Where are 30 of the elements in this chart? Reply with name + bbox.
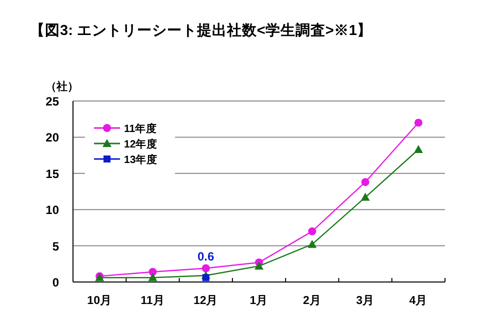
y-tick-label: 10 xyxy=(46,203,60,218)
point xyxy=(308,240,317,248)
y-tick-label: 0 xyxy=(52,276,60,290)
y-tick-label: 25 xyxy=(46,94,60,108)
x-tick-label: 1月 xyxy=(250,294,268,307)
point xyxy=(414,145,423,154)
x-tick-label: 10月 xyxy=(87,294,112,307)
legend-label: 12年度 xyxy=(124,138,158,150)
point xyxy=(148,273,158,282)
x-tick-label: 4月 xyxy=(409,294,428,307)
x-tick-label: 3月 xyxy=(356,294,374,307)
legend-label: 11年度 xyxy=(124,122,158,135)
point xyxy=(360,192,370,201)
point xyxy=(414,118,422,127)
x-tick-label: 11月 xyxy=(140,294,165,307)
point xyxy=(361,178,370,186)
data-label: 0.6 xyxy=(198,250,215,264)
point xyxy=(202,274,210,282)
x-tick-label: 2月 xyxy=(302,294,322,307)
x-tick-label: 12月 xyxy=(193,294,218,307)
point xyxy=(308,227,316,236)
y-tick-label: 20 xyxy=(46,130,60,145)
point xyxy=(202,264,210,272)
legend-label: 13年度 xyxy=(124,153,158,166)
y-tick-label: 5 xyxy=(52,239,60,254)
y-tick-label: 15 xyxy=(46,166,60,181)
point xyxy=(148,268,157,276)
point xyxy=(254,262,264,270)
y-axis-title: （社） xyxy=(46,80,78,93)
chart-title: 【図3: エントリーシート提出社数<学生調査>※1】 xyxy=(30,21,372,39)
